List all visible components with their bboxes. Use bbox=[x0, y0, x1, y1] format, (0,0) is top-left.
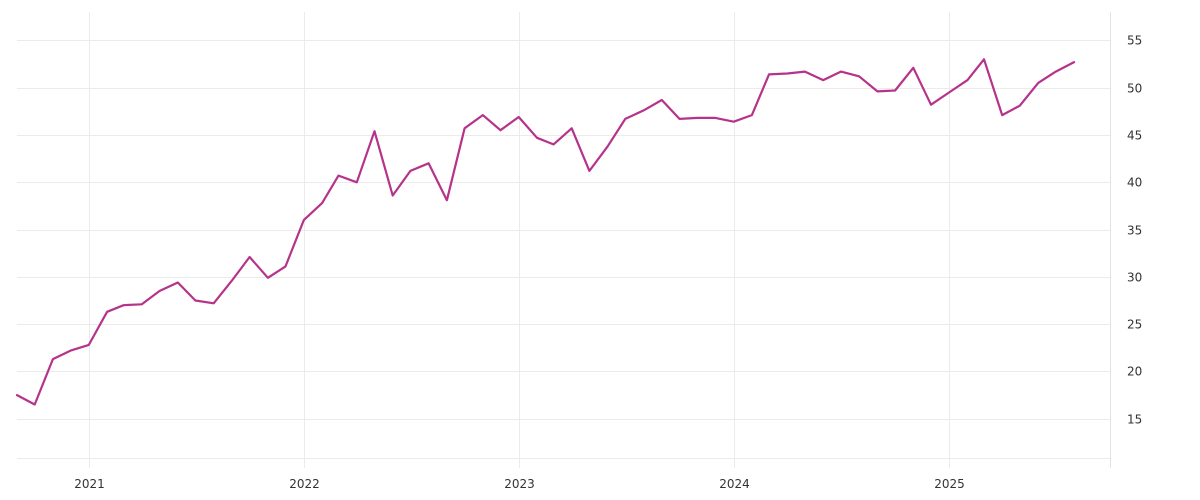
y-tick-label: 50 bbox=[1127, 82, 1142, 96]
y-tick-label: 45 bbox=[1127, 129, 1142, 143]
x-tick-labels: 2021 2022 2023 2024 2025 bbox=[74, 477, 965, 491]
series-line-1 bbox=[15, 58, 1076, 406]
y-tick-label: 35 bbox=[1127, 224, 1142, 238]
x-tick-label: 2023 bbox=[504, 477, 535, 491]
y-tick-label: 15 bbox=[1127, 413, 1142, 427]
y-tick-label: 30 bbox=[1127, 271, 1142, 285]
y-tick-label: 55 bbox=[1127, 34, 1142, 48]
y-tick-label: 20 bbox=[1127, 365, 1142, 379]
x-tick-label: 2021 bbox=[74, 477, 105, 491]
series-layer bbox=[15, 58, 1076, 406]
y-tick-labels: 15 20 25 30 35 40 45 50 55 bbox=[1127, 34, 1142, 427]
x-tick-label: 2022 bbox=[289, 477, 320, 491]
axes bbox=[17, 12, 1111, 468]
x-tick-label: 2025 bbox=[934, 477, 965, 491]
y-gridlines bbox=[17, 40, 1110, 420]
y-tick-label: 40 bbox=[1127, 176, 1142, 190]
x-gridlines bbox=[89, 12, 950, 468]
x-tick-label: 2024 bbox=[719, 477, 750, 491]
y-tick-label: 25 bbox=[1127, 318, 1142, 332]
